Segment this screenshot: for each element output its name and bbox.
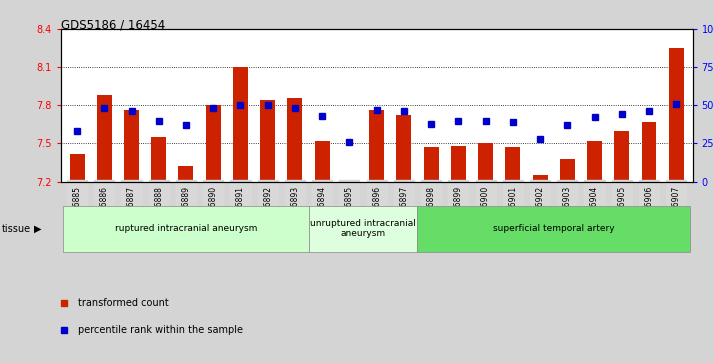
FancyBboxPatch shape: [64, 206, 308, 252]
Bar: [178, 166, 193, 182]
Bar: [124, 110, 139, 182]
Bar: [260, 100, 275, 182]
Bar: [369, 110, 384, 182]
Text: unruptured intracranial
aneurysm: unruptured intracranial aneurysm: [310, 219, 416, 238]
Text: percentile rank within the sample: percentile rank within the sample: [78, 325, 243, 335]
Bar: [669, 48, 684, 182]
Bar: [97, 95, 112, 182]
Bar: [614, 131, 629, 182]
Bar: [478, 143, 493, 182]
Bar: [396, 115, 411, 182]
Text: superficial temporal artery: superficial temporal artery: [493, 224, 615, 233]
Bar: [506, 147, 521, 182]
Bar: [533, 175, 548, 182]
Bar: [451, 146, 466, 182]
Text: ruptured intracranial aneurysm: ruptured intracranial aneurysm: [115, 224, 257, 233]
Text: transformed count: transformed count: [78, 298, 169, 308]
Text: GDS5186 / 16454: GDS5186 / 16454: [61, 18, 165, 31]
Bar: [233, 67, 248, 182]
Bar: [641, 122, 656, 182]
Bar: [315, 141, 330, 182]
Bar: [342, 180, 357, 182]
Bar: [587, 141, 602, 182]
Bar: [69, 154, 84, 182]
Bar: [151, 137, 166, 182]
Bar: [206, 105, 221, 182]
Bar: [560, 159, 575, 182]
FancyBboxPatch shape: [308, 206, 418, 252]
Text: ▶: ▶: [34, 224, 42, 234]
FancyBboxPatch shape: [418, 206, 690, 252]
Text: tissue: tissue: [2, 224, 31, 234]
Bar: [423, 147, 438, 182]
Bar: [288, 98, 303, 182]
